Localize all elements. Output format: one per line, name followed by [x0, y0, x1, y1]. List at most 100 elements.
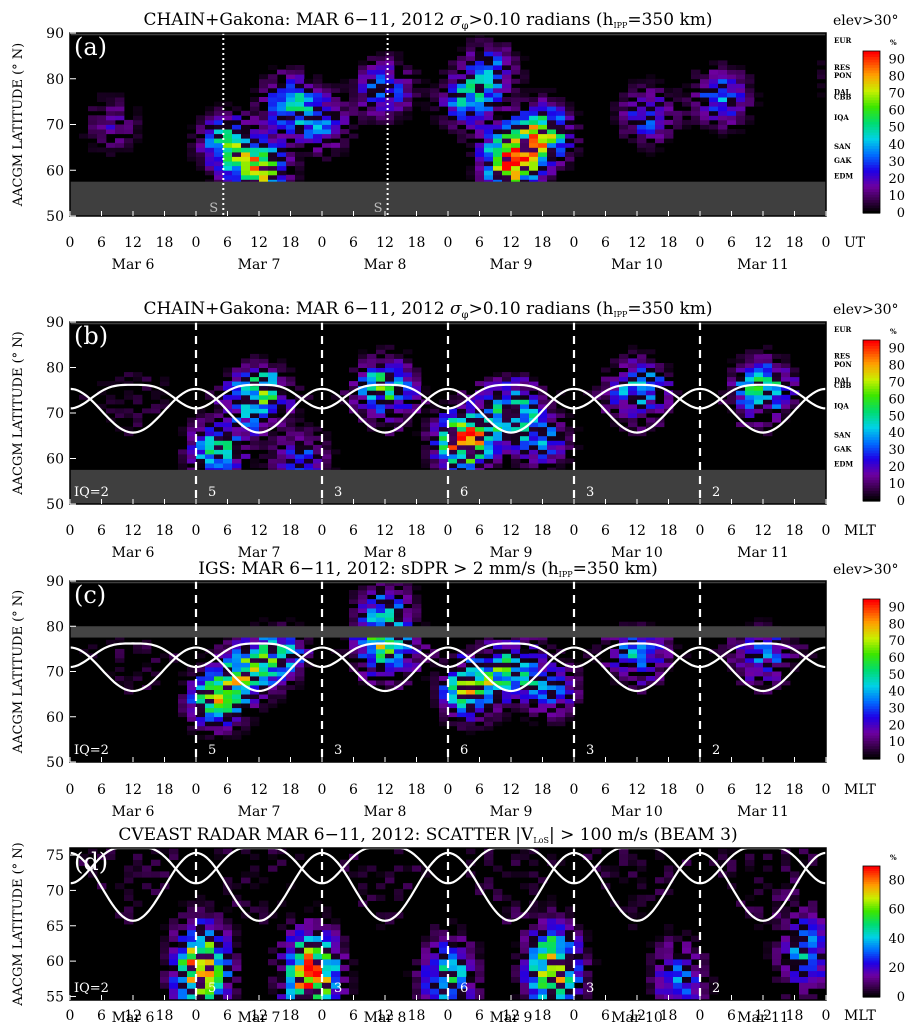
colorbar-tick-label: 20 — [888, 961, 905, 976]
heat-cell — [232, 941, 242, 948]
heat-cell — [565, 138, 575, 144]
heat-cell — [736, 74, 746, 80]
heat-cell — [232, 721, 242, 727]
heat-cell — [313, 74, 323, 80]
heat-cell — [610, 635, 620, 641]
heat-cell — [349, 988, 359, 995]
heat-cell — [484, 408, 494, 414]
heat-cell — [232, 988, 242, 995]
heat-cell — [763, 358, 773, 364]
heat-cell — [295, 408, 305, 414]
heat-cell — [367, 367, 377, 373]
heat-cell — [223, 924, 233, 931]
heat-cell — [574, 698, 584, 704]
heat-cell — [466, 671, 476, 677]
heat-cell — [430, 435, 440, 441]
heat-cell — [277, 435, 287, 441]
heat-cell — [709, 101, 719, 107]
heat-cell — [484, 707, 494, 713]
heat-cell — [286, 929, 296, 936]
heat-cell — [502, 444, 512, 450]
no-data-region — [70, 469, 826, 504]
heat-cell — [439, 947, 449, 954]
heat-cell — [205, 440, 215, 446]
heat-cell — [187, 142, 197, 148]
y-tick-label: 70 — [46, 406, 64, 422]
heat-cell — [403, 115, 413, 121]
heat-cell — [727, 119, 737, 125]
heat-cell — [538, 92, 548, 98]
heat-cell — [439, 119, 449, 125]
heat-cell — [196, 138, 206, 144]
heat-cell — [196, 976, 206, 983]
heat-cell — [790, 959, 800, 966]
heat-cell — [547, 453, 557, 459]
heat-cell — [790, 399, 800, 405]
heat-cell — [736, 101, 746, 107]
heat-cell — [646, 106, 656, 112]
heat-cell — [421, 964, 431, 972]
heat-cell — [178, 964, 188, 972]
heat-cell — [250, 367, 260, 373]
heat-cell — [160, 976, 170, 983]
heat-cell — [475, 55, 485, 61]
heat-cell — [124, 680, 134, 686]
heat-cell — [754, 657, 764, 663]
heat-cell — [412, 594, 422, 600]
heat-cell — [484, 124, 494, 130]
x-tick-label: 18 — [786, 523, 804, 539]
heat-cell — [268, 449, 278, 455]
heat-cell — [196, 721, 206, 727]
heat-cell — [439, 689, 449, 695]
heat-cell — [574, 138, 584, 144]
heat-cell — [475, 453, 485, 459]
heat-cell — [511, 906, 521, 913]
heat-cell — [736, 353, 746, 359]
heat-cell — [448, 680, 458, 686]
heat-cell — [295, 639, 305, 645]
heat-cell — [466, 69, 476, 75]
heat-cell — [547, 721, 557, 727]
heat-cell — [664, 924, 674, 931]
panel-title: IGS: MAR 6−11, 2012: sDPR > 2 mm/s (hIPP… — [198, 559, 658, 579]
colorbar-step — [863, 433, 880, 438]
heat-cell — [538, 394, 548, 400]
heat-cell — [484, 394, 494, 400]
heat-cell — [745, 865, 755, 872]
heat-cell — [385, 51, 395, 57]
heat-cell — [223, 142, 233, 148]
heat-cell — [691, 988, 701, 995]
heat-cell — [205, 676, 215, 681]
heat-cell — [799, 970, 809, 977]
heat-cell — [484, 42, 494, 48]
colorbar-step — [863, 425, 880, 430]
heat-cell — [529, 174, 539, 180]
heat-cell — [286, 124, 296, 130]
heat-cell — [88, 115, 98, 121]
heat-cell — [565, 703, 575, 709]
colorbar-tick-label: 0 — [897, 494, 905, 509]
heat-cell — [664, 888, 674, 896]
heat-cell — [628, 900, 638, 907]
heat-cell — [763, 353, 773, 359]
colorbar-step — [863, 172, 880, 176]
heat-cell — [511, 644, 521, 650]
heat-cell — [322, 947, 332, 954]
heat-cell — [493, 83, 503, 89]
heat-cell — [295, 426, 305, 432]
heat-cell — [367, 894, 377, 901]
heat-cell — [331, 988, 341, 995]
heat-cell — [223, 431, 233, 437]
heat-cell — [178, 698, 188, 704]
heat-cell — [511, 115, 521, 121]
heat-cell — [637, 138, 647, 144]
heat-cell — [565, 657, 575, 663]
heat-cell — [340, 106, 350, 112]
heat-cell — [484, 453, 494, 459]
heat-cell — [709, 97, 719, 102]
heat-cell — [439, 707, 449, 713]
heat-cell — [295, 964, 305, 972]
heat-cell — [421, 959, 431, 966]
heat-cell — [421, 417, 431, 423]
heat-cell — [475, 78, 485, 84]
